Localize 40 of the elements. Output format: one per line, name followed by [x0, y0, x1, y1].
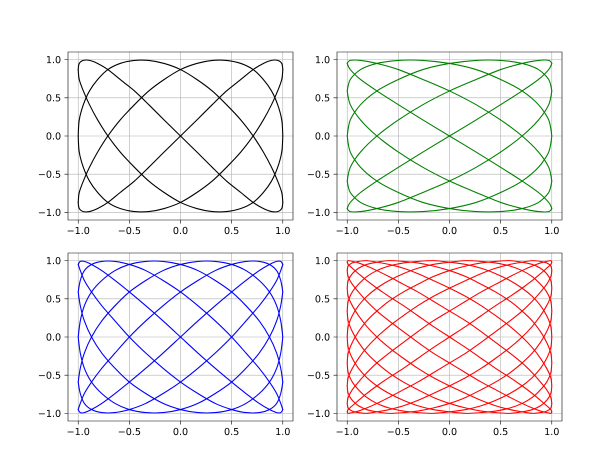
x-tick-label: −1.0 — [68, 428, 90, 436]
y-tick-label: −1.0 — [308, 208, 330, 216]
x-tick-label: 0.0 — [442, 226, 456, 234]
x-tick-label: −0.5 — [118, 428, 140, 436]
y-tick-label: −0.5 — [308, 372, 330, 379]
y-tick-label: 0.0 — [316, 333, 330, 341]
y-tick-label: −1.0 — [38, 410, 60, 417]
x-tick-label: 0.5 — [494, 428, 508, 436]
x-tick-label: −0.5 — [388, 428, 410, 436]
y-tick-label: −1.0 — [308, 410, 330, 417]
x-tick-label: 1.0 — [276, 226, 290, 234]
x-tick-label: 1.0 — [545, 226, 559, 234]
y-tick-label: 0.5 — [46, 94, 60, 102]
y-tick-label: 1.0 — [46, 257, 60, 264]
x-tick-label: 0.5 — [224, 226, 238, 234]
x-tick-label: 0.5 — [494, 226, 508, 234]
y-tick-label: 0.0 — [46, 333, 60, 341]
y-tick-label: 1.0 — [316, 56, 330, 64]
x-tick-label: 1.0 — [545, 428, 559, 436]
x-tick-label: 0.0 — [174, 428, 188, 436]
y-tick-label: 0.5 — [46, 295, 60, 302]
y-tick-label: −0.5 — [38, 372, 60, 379]
x-tick-label: −1.0 — [336, 428, 358, 436]
y-tick-label: 0.0 — [46, 132, 60, 140]
x-tick-label: 0.0 — [174, 226, 188, 234]
y-tick-label: 0.5 — [316, 94, 330, 102]
x-tick-label: 0.5 — [224, 428, 238, 436]
x-tick-label: −0.5 — [388, 226, 410, 234]
x-tick-label: 0.0 — [442, 428, 456, 436]
y-tick-label: 0.5 — [316, 295, 330, 302]
y-tick-label: 1.0 — [316, 257, 330, 264]
x-tick-label: −1.0 — [336, 226, 358, 234]
x-tick-label: 1.0 — [276, 428, 290, 436]
y-tick-label: 0.0 — [316, 132, 330, 140]
x-tick-label: −0.5 — [118, 226, 140, 234]
y-tick-label: −0.5 — [38, 170, 60, 178]
x-tick-label: −1.0 — [68, 226, 90, 234]
y-tick-label: 1.0 — [46, 56, 60, 64]
y-tick-label: −1.0 — [38, 208, 60, 216]
y-tick-label: −0.5 — [308, 170, 330, 178]
